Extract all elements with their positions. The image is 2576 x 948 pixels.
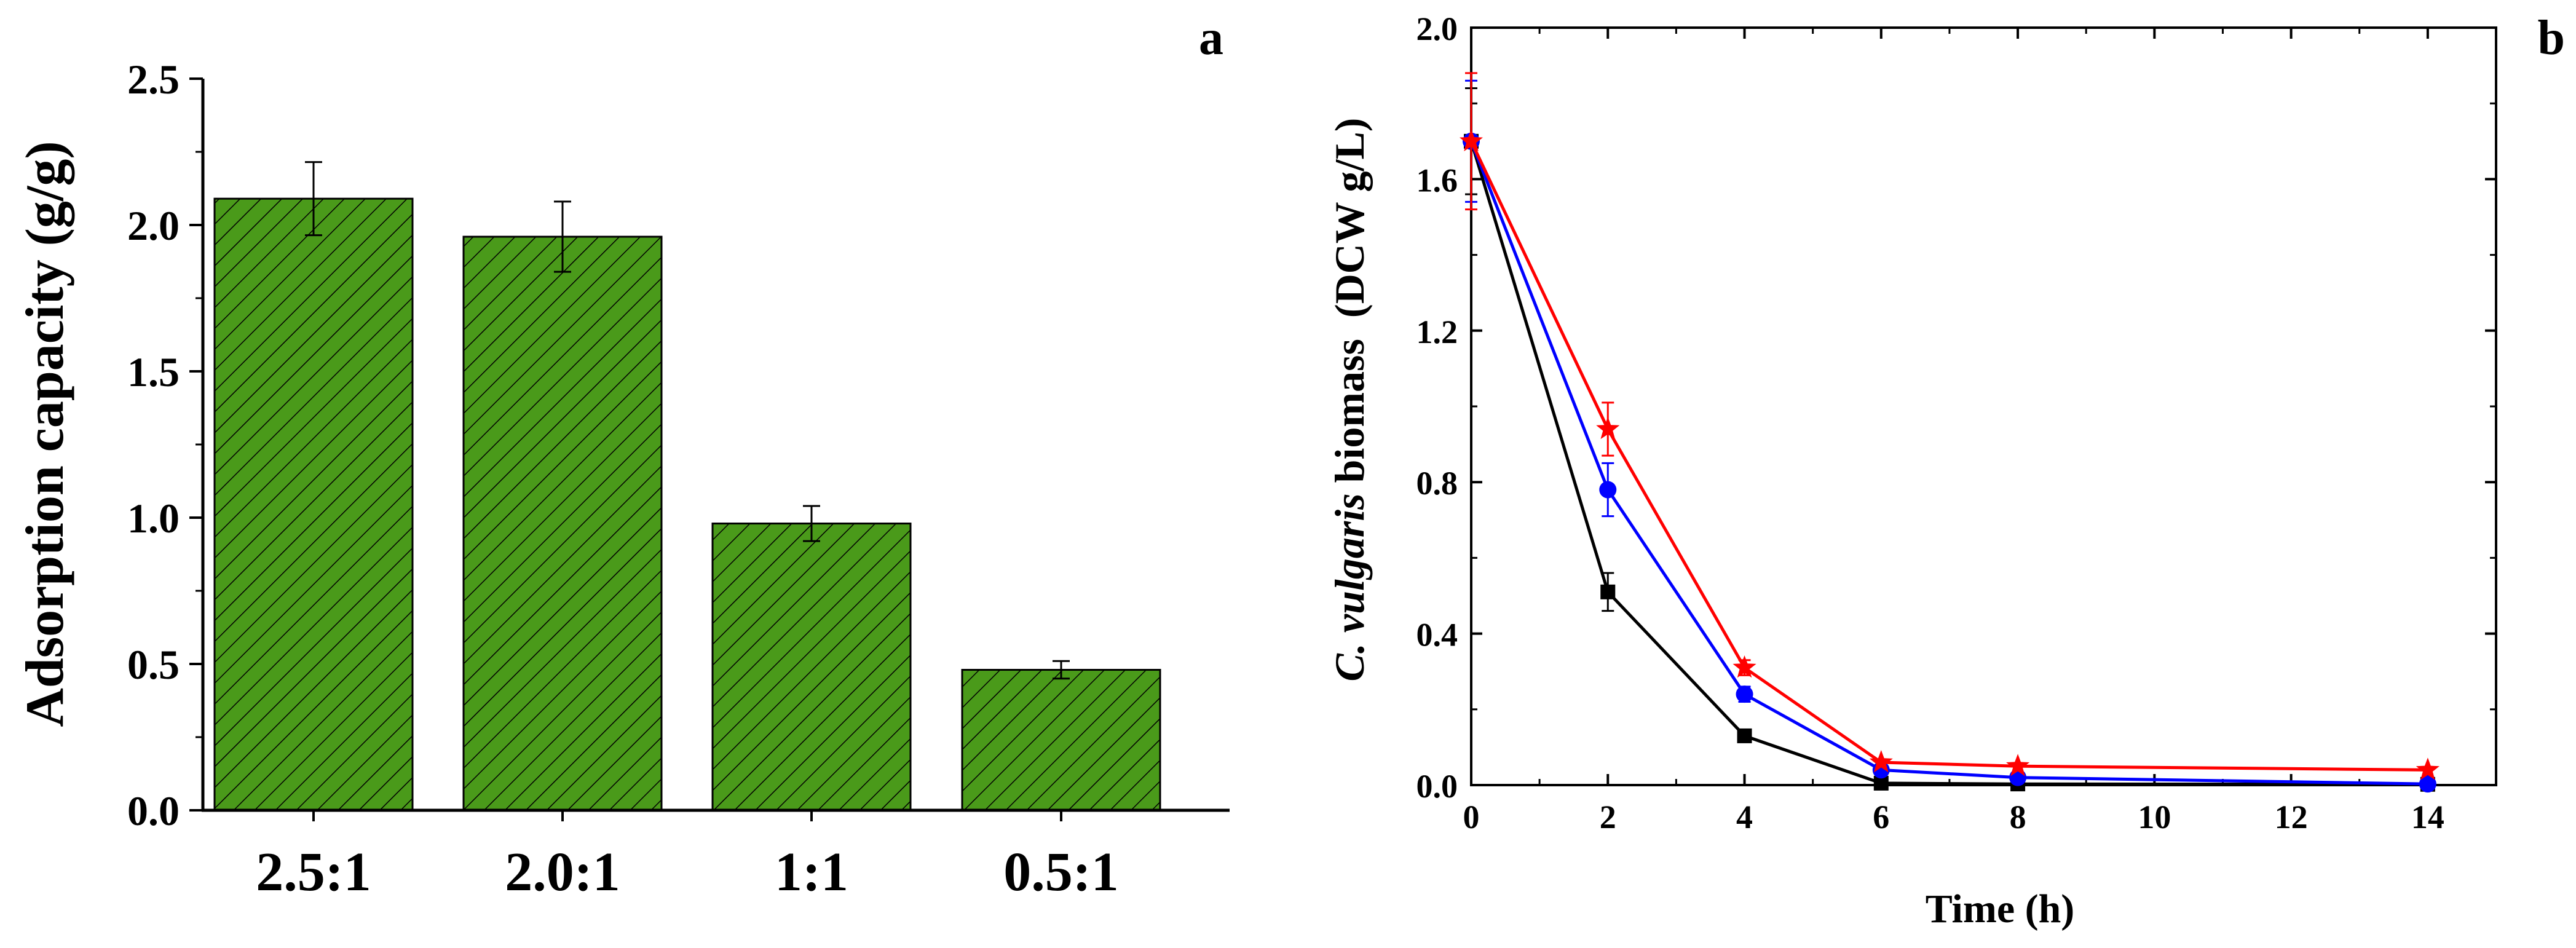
y-axis-title-rest: biomass (DCW g/L) [1326, 118, 1373, 494]
marker-star [1732, 655, 1756, 678]
y-axis-title: C. vulgaris biomass (DCW g/L) [1326, 118, 1373, 682]
marker-circle [2419, 775, 2436, 793]
axes: 2.5:1 2.0:1 1:1 0.5:1 0.0 0.5 1.0 1.5 2.0 2.5 [127, 56, 1230, 903]
x-tick-label: 14 [2411, 799, 2444, 835]
bar-group [213, 161, 1161, 812]
x-tick-label: 1:1 [775, 842, 848, 903]
x-tick-label: 6 [1873, 799, 1889, 835]
y-tick-label: 0.4 [1416, 617, 1458, 654]
marker-star [1869, 750, 1893, 773]
x-tick-label: 8 [2010, 799, 2026, 835]
marker-square [1737, 728, 1752, 743]
y-tick-label: 0.8 [1416, 465, 1458, 502]
plot-frame [1470, 26, 2497, 786]
marker-circle [2009, 768, 2027, 786]
marker-star [1460, 128, 1483, 151]
y-tick-label: 0.5 [127, 641, 180, 688]
y-tick-label: 1.0 [127, 495, 180, 542]
y-tick-label: 0.0 [1416, 768, 1458, 805]
bar [961, 669, 1161, 812]
x-tick-label: 2.0:1 [505, 842, 620, 903]
y-tick-label: 2.0 [127, 202, 180, 249]
x-tick-label: 10 [2138, 799, 2171, 835]
panel-b-line-chart: b 0 2 4 6 8 10 12 14 0.0 0.4 0.8 1.2 1.6 2.0 Time (h)… [1326, 10, 2565, 931]
y-tick-label: 2.0 [1416, 10, 1458, 47]
y-tick-label: 1.2 [1416, 314, 1458, 350]
bar [711, 523, 912, 812]
axes: 0 2 4 6 8 10 12 14 0.0 0.4 0.8 1.2 1.6 2.0 [1416, 10, 2497, 835]
bar [213, 197, 414, 812]
marker-square [1600, 584, 1616, 599]
series-line [1469, 141, 2428, 786]
marker-star [2416, 757, 2440, 780]
y-tick-label: 2.5 [127, 56, 180, 103]
series-line [1469, 140, 2428, 786]
panel-a-label: a [1199, 11, 1223, 65]
panel-a-bar-chart: a 2.5:1 2.0:1 1:1 0.5:1 0.0 0.5 1.0 1.5 2.0 2.5 A… [15, 11, 1230, 903]
marker-circle [1736, 685, 1753, 703]
y-tick-label: 0.0 [127, 788, 180, 834]
y-tick-label: 1.5 [127, 349, 180, 395]
x-tick-label: 0.5:1 [1003, 842, 1118, 903]
x-tick-label: 2 [1600, 799, 1616, 835]
x-axis-title: Time (h) [1926, 887, 2075, 931]
marker-star [1596, 417, 1620, 440]
x-tick-label: 0 [1463, 799, 1480, 835]
x-tick-label: 2.5:1 [256, 842, 371, 903]
y-tick-label: 1.6 [1416, 162, 1458, 199]
marker-circle [1599, 481, 1617, 499]
series-line [1469, 140, 2428, 772]
series-star [1460, 72, 2440, 780]
x-tick-label: 4 [1736, 799, 1753, 835]
panel-b-label: b [2538, 11, 2566, 65]
marker-star [2006, 754, 2030, 776]
y-axis-title-italic: C. vulgaris [1326, 493, 1373, 681]
y-axis-title: Adsorption capacity (g/g) [15, 141, 75, 727]
series-group [1460, 72, 2440, 793]
x-tick-label: 12 [2275, 799, 2308, 835]
series-square [1464, 87, 2435, 792]
bar [462, 235, 663, 812]
